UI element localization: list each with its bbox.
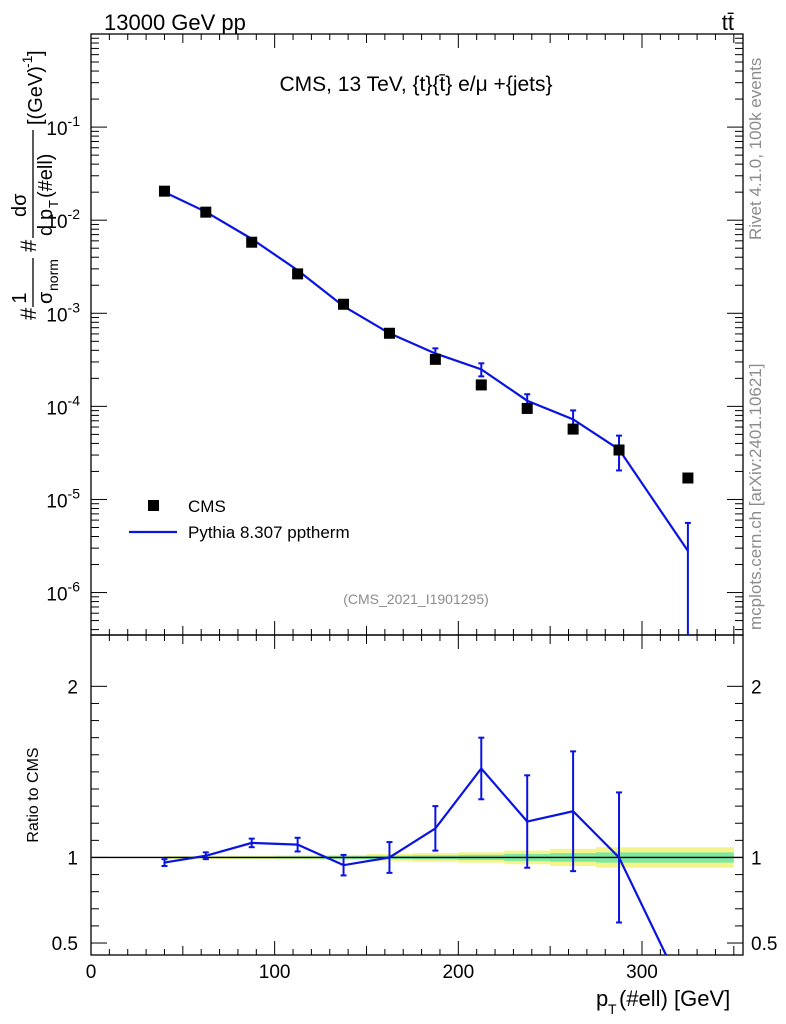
y-tick-label: 10-4 [46,392,80,419]
y-tick-label: 10-6 [46,579,80,606]
legend-cms-label: CMS [188,497,226,516]
cms-data-point [158,185,170,197]
ylabel-hash-2: # [16,239,41,252]
process-label: tt̄ [722,10,734,35]
legend-cms-marker [148,500,159,511]
ratio-y-tick-label-right: 0.5 [751,934,777,955]
ylabel-one: 1 [9,292,31,303]
x-tick-label: 200 [442,962,474,983]
ratio-y-tick-label: 2 [67,677,78,698]
ratio-series [161,736,668,956]
cms-data-point [292,268,304,280]
rivet-label: Rivet 4.1.0, 100k events [746,58,765,240]
x-tick-label: 100 [259,962,291,983]
cms-data-point [383,327,395,339]
x-tick-label: 0 [86,962,97,983]
legend-pythia-label: Pythia 8.307 pptherm [188,523,350,542]
y-tick-label: 10-2 [46,206,80,233]
axis-ticks [90,33,743,955]
ylabel-sigma: σ [35,291,57,304]
cms-data-point [521,402,533,414]
cms-data-point [682,472,694,484]
cms-data-point [613,444,625,456]
x-tick-label: 300 [626,962,658,983]
cms-data-point [338,298,350,310]
ylabel-d: d [35,225,57,236]
pythia-line [163,191,689,552]
analysis-label: (CMS_2021_I1901295) [343,591,489,607]
ylabel-ell: (#ell) [35,154,57,198]
ylabel-p-sub: T [46,200,61,208]
y-tick-label: 10-1 [46,113,80,140]
ylabel-hash-1: # [16,307,41,320]
main-panel-frame [90,33,744,636]
cms-data-point [429,353,441,365]
ylabel-unit-close: ] [25,50,47,56]
tick-labels: 0 100 200 300 10-6 10-5 10-4 10-3 10-2 10-1 0.5 0.5… [46,113,777,983]
ylabel-dsigma: dσ [9,193,31,217]
ratio-y-tick-label: 1 [67,848,78,869]
xlabel-rest: (#ell) [GeV] [619,986,730,1011]
ylabel-p: p [35,209,57,220]
ratio-y-tick-label-right: 2 [751,677,762,698]
y-tick-label: 10-5 [46,485,80,512]
ratio-ylabel: Ratio to CMS [25,747,42,842]
legend: CMS Pythia 8.307 pptherm [129,497,350,542]
cms-data-point [475,379,487,391]
ratio-panel-frame [90,634,744,956]
ratio-y-tick-label-right: 1 [751,848,762,869]
xlabel-p: p [596,986,608,1011]
cms-data-point [200,206,212,218]
ylabel-norm: norm [45,259,61,291]
cms-data-point [246,236,258,248]
source-label: mcplots.cern.ch [arXiv:2401.10621] [746,364,765,630]
ylabel-unit-exp: -1 [19,55,35,68]
beam-label: 13000 GeV pp [104,10,246,35]
ratio-y-tick-label: 0.5 [52,934,78,955]
ratio-line [164,766,668,956]
main-title: CMS, 13 TeV, {t}{t̄} e/μ +{jets} [279,73,552,96]
cms-data-point [567,423,579,435]
y-tick-label: 10-3 [46,299,80,326]
xlabel-sub: T [608,1001,617,1017]
ylabel-unit: [(GeV) [25,66,47,125]
xlabel: p T (#ell) [GeV] [596,986,730,1017]
main-series [158,185,694,635]
main-ylabel: # 1 σ norm # dσ d p T (#ell) [(GeV) -1 ] [9,50,61,320]
